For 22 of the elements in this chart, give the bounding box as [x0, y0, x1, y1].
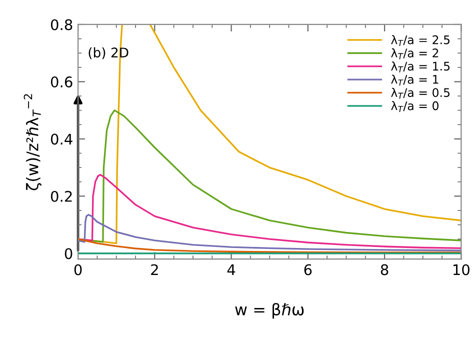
x-tick-label: 10	[454, 264, 470, 276]
line-series	[78, 174, 462, 250]
legend-label: λ$_{T}$/a = 2	[391, 48, 438, 60]
x-tick-label: 0	[74, 264, 82, 276]
y-tick-label: 0.8	[50, 19, 72, 30]
x-tick-label: 8	[380, 264, 388, 276]
legend-label: λ$_{T}$/a = 1	[391, 74, 438, 86]
y-tick-label: 0.6	[50, 76, 72, 88]
legend-label: λ$_{T}$/a = 0.5	[391, 88, 450, 99]
legend-label: λ$_{T}$/a = 1.5	[391, 61, 450, 72]
legend-label: λ$_{T}$/a = 0	[391, 101, 438, 112]
y-axis-title: ζ(w)/z²ℏλ$_{T}$$^{−2}$	[24, 94, 42, 190]
line-series	[78, 238, 462, 254]
x-tick-label: 4	[227, 264, 236, 276]
line-series	[78, 214, 462, 252]
x-tick-label: 6	[304, 264, 312, 276]
legend-label: λ$_{T}$/a = 2.5	[391, 35, 450, 46]
y-tick-label: 0.4	[50, 134, 72, 145]
x-tick-label: 2	[151, 264, 158, 276]
y-tick-label: 0.2	[50, 190, 72, 202]
x-axis-title: w = βℏω	[235, 303, 304, 319]
y-tick-label: 0	[64, 248, 72, 260]
